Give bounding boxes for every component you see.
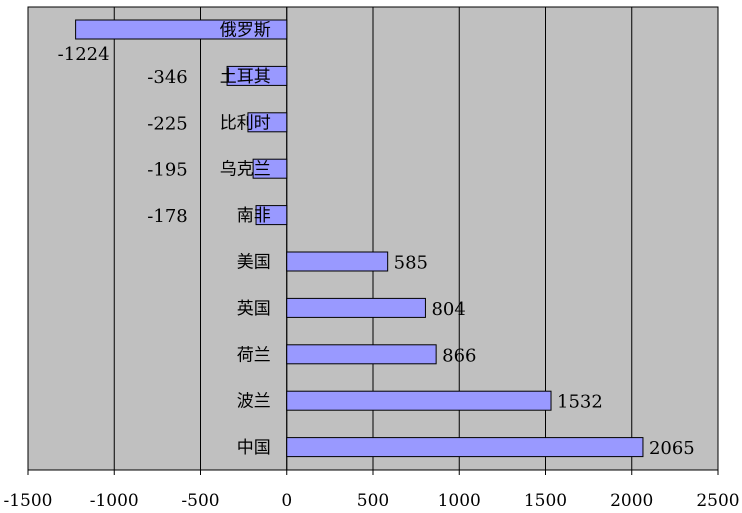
x-tick-label: 0 xyxy=(281,491,292,511)
bar xyxy=(247,112,288,133)
x-tick-label: -1000 xyxy=(90,491,139,511)
data-label: -195 xyxy=(147,160,187,181)
data-label: 585 xyxy=(394,253,428,274)
category-label: 英国 xyxy=(237,299,271,319)
x-tick-label: 2000 xyxy=(610,491,653,511)
x-tick-label: 1000 xyxy=(438,491,481,511)
category-label: 土耳其 xyxy=(220,67,271,87)
data-label: -1224 xyxy=(58,44,110,65)
category-label: 荷兰 xyxy=(237,345,271,365)
category-label: 比利时 xyxy=(220,113,271,133)
data-label: 1532 xyxy=(557,392,603,413)
bar xyxy=(286,251,389,272)
category-label: 俄罗斯 xyxy=(220,21,271,41)
bars xyxy=(75,19,644,458)
bar xyxy=(226,65,288,86)
data-label: 804 xyxy=(431,299,465,320)
data-label: -225 xyxy=(147,113,187,134)
bar xyxy=(75,19,288,40)
bar xyxy=(286,297,426,318)
data-label: 866 xyxy=(442,345,476,366)
category-label: 中国 xyxy=(237,438,271,458)
bar xyxy=(255,205,288,226)
category-label: 美国 xyxy=(237,253,271,273)
category-label: 南非 xyxy=(237,206,271,226)
data-label: 2065 xyxy=(649,438,695,459)
bar xyxy=(286,344,437,365)
category-label: 波兰 xyxy=(237,392,271,412)
x-tick-label: -1500 xyxy=(3,491,52,511)
x-tick-label: 2500 xyxy=(696,491,739,511)
x-tick-label: -500 xyxy=(181,491,219,511)
bar xyxy=(286,390,552,411)
labels: -1500 -1000 -500 0 500 1000 1500 2000 2500 俄罗斯 -12… xyxy=(3,21,739,512)
bar xyxy=(252,158,288,179)
bar xyxy=(286,437,644,458)
data-label: -178 xyxy=(147,206,187,227)
x-tick-label: 500 xyxy=(357,491,389,511)
data-label: -346 xyxy=(147,67,187,88)
category-label: 乌克兰 xyxy=(220,160,271,180)
x-tick-label: 1500 xyxy=(524,491,567,511)
